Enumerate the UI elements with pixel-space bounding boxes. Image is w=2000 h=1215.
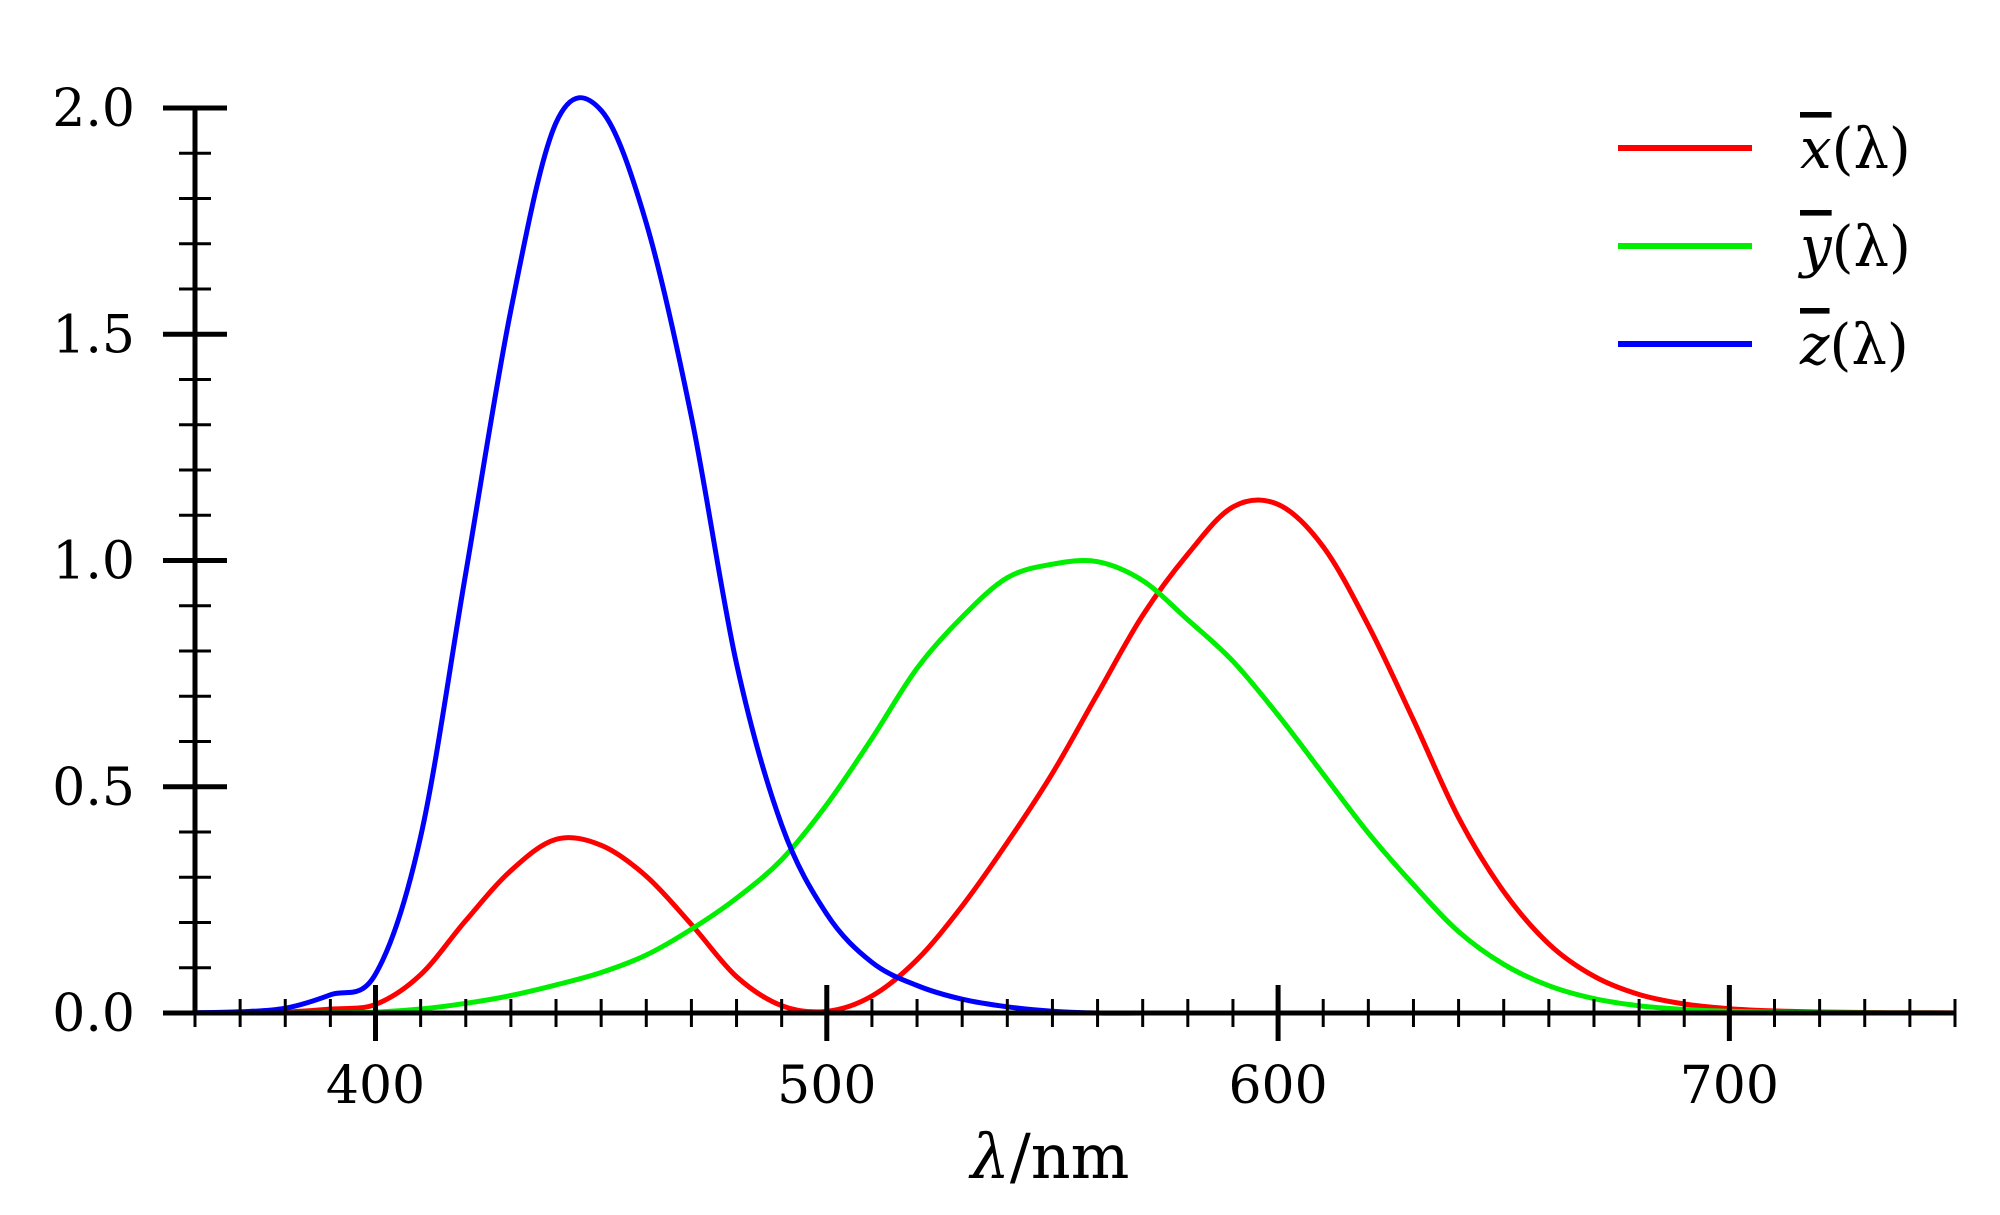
series-line-xbar [194, 497, 1956, 1016]
x-tick-label: 400 [326, 1056, 425, 1116]
x-tick-label: 700 [1680, 1056, 1779, 1116]
y-tick-label: 1.0 [52, 532, 135, 592]
x-axis-title-symbol: λ [968, 1120, 1010, 1193]
legend-label-zbar: z(λ) [1799, 313, 1909, 378]
y-tick-label: 0.0 [52, 984, 135, 1044]
y-tick-label: 0.5 [52, 758, 135, 818]
y-ticks: 0.0 0.5 1.0 1.5 2.0 [52, 79, 227, 1044]
legend-label-xbar: x(λ) [1800, 117, 1911, 182]
legend-label-ybar: y(λ) [1797, 215, 1911, 280]
y-tick-label: 1.5 [52, 305, 135, 365]
series-layer [194, 95, 1956, 1016]
axes: 400 500 600 700 0.0 0.5 1.0 1.5 2.0 λ/nm [52, 79, 1957, 1193]
x-axis-title: λ/nm [968, 1120, 1130, 1193]
x-tick-label: 600 [1228, 1056, 1327, 1116]
y-tick-label: 2.0 [52, 79, 135, 139]
x-axis-title-unit: /nm [1010, 1120, 1130, 1193]
legend: x(λ) y(λ) z(λ) [1618, 117, 1911, 378]
x-tick-label: 500 [777, 1056, 876, 1116]
series-line-zbar [194, 95, 1955, 1016]
x-ticks: 400 500 600 700 [193, 985, 1957, 1116]
series-line-ybar [195, 558, 1956, 1016]
